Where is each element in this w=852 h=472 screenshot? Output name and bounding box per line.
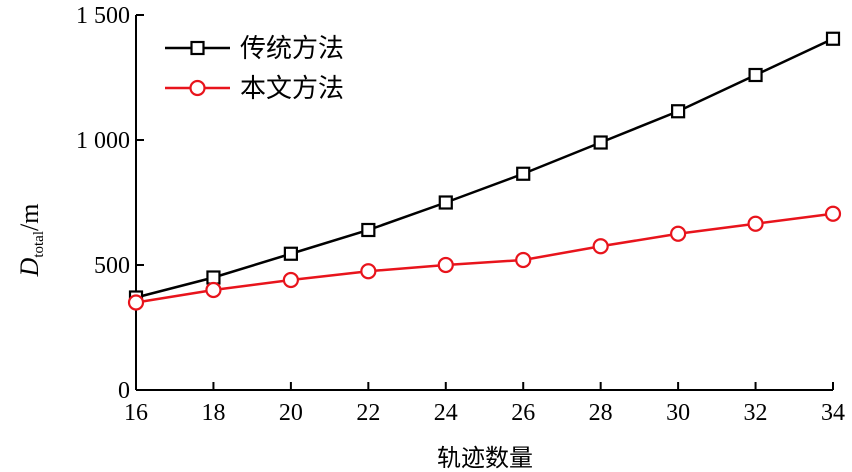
data-point	[824, 205, 842, 222]
data-point	[670, 225, 687, 242]
x-axis-ticks: 16 18 20 22 24 26 28 30 32 34	[124, 382, 845, 426]
legend-label: 传统方法	[240, 34, 344, 64]
data-point	[127, 294, 145, 311]
y-axis-title-subscript: total	[31, 231, 47, 258]
data-point	[748, 67, 763, 83]
y-axis-title-unit: /m	[15, 204, 44, 231]
legend-item: 传统方法	[165, 34, 344, 64]
axes	[135, 15, 833, 391]
x-tick-label: 24	[434, 400, 458, 426]
legend-marker	[190, 40, 205, 56]
legend-marker	[189, 79, 206, 97]
data-point	[205, 281, 222, 299]
x-axis-title: 轨迹数量	[437, 444, 533, 472]
data-point	[516, 166, 531, 181]
data-point	[361, 222, 376, 238]
x-tick-label: 26	[511, 400, 535, 426]
data-point	[747, 215, 764, 232]
data-point	[671, 104, 686, 119]
series-line	[135, 37, 834, 299]
data-point	[437, 256, 454, 274]
data-point	[592, 238, 609, 255]
legend-label: 本文方法	[240, 74, 344, 104]
y-axis-title: Dtotal/m	[15, 204, 47, 278]
y-axis-ticks: 0 500 1 000 1 500	[76, 3, 144, 404]
data-point	[282, 271, 299, 289]
data-point	[515, 251, 532, 269]
series-layer	[127, 31, 842, 311]
data-point	[283, 246, 298, 261]
x-tick-label: 28	[589, 400, 613, 426]
series-line	[135, 212, 834, 304]
data-point	[593, 135, 608, 150]
legend-item: 本文方法	[165, 74, 344, 104]
x-tick-label: 32	[744, 400, 768, 426]
x-tick-label: 18	[201, 400, 225, 426]
x-tick-label: 30	[666, 400, 690, 426]
data-point	[825, 31, 841, 46]
y-tick-label: 1 000	[76, 128, 130, 154]
data-point	[438, 195, 453, 210]
data-point	[206, 270, 221, 285]
x-tick-label: 16	[124, 400, 148, 426]
x-tick-label: 20	[279, 400, 303, 426]
y-axis-title-base: D	[15, 257, 44, 277]
x-tick-label: 22	[356, 400, 380, 426]
x-tick-label: 34	[821, 400, 845, 426]
y-tick-label: 0	[118, 378, 130, 404]
data-point	[360, 263, 377, 280]
y-tick-label: 1 500	[76, 3, 130, 29]
y-tick-label: 500	[94, 253, 130, 279]
series-2	[127, 205, 842, 311]
